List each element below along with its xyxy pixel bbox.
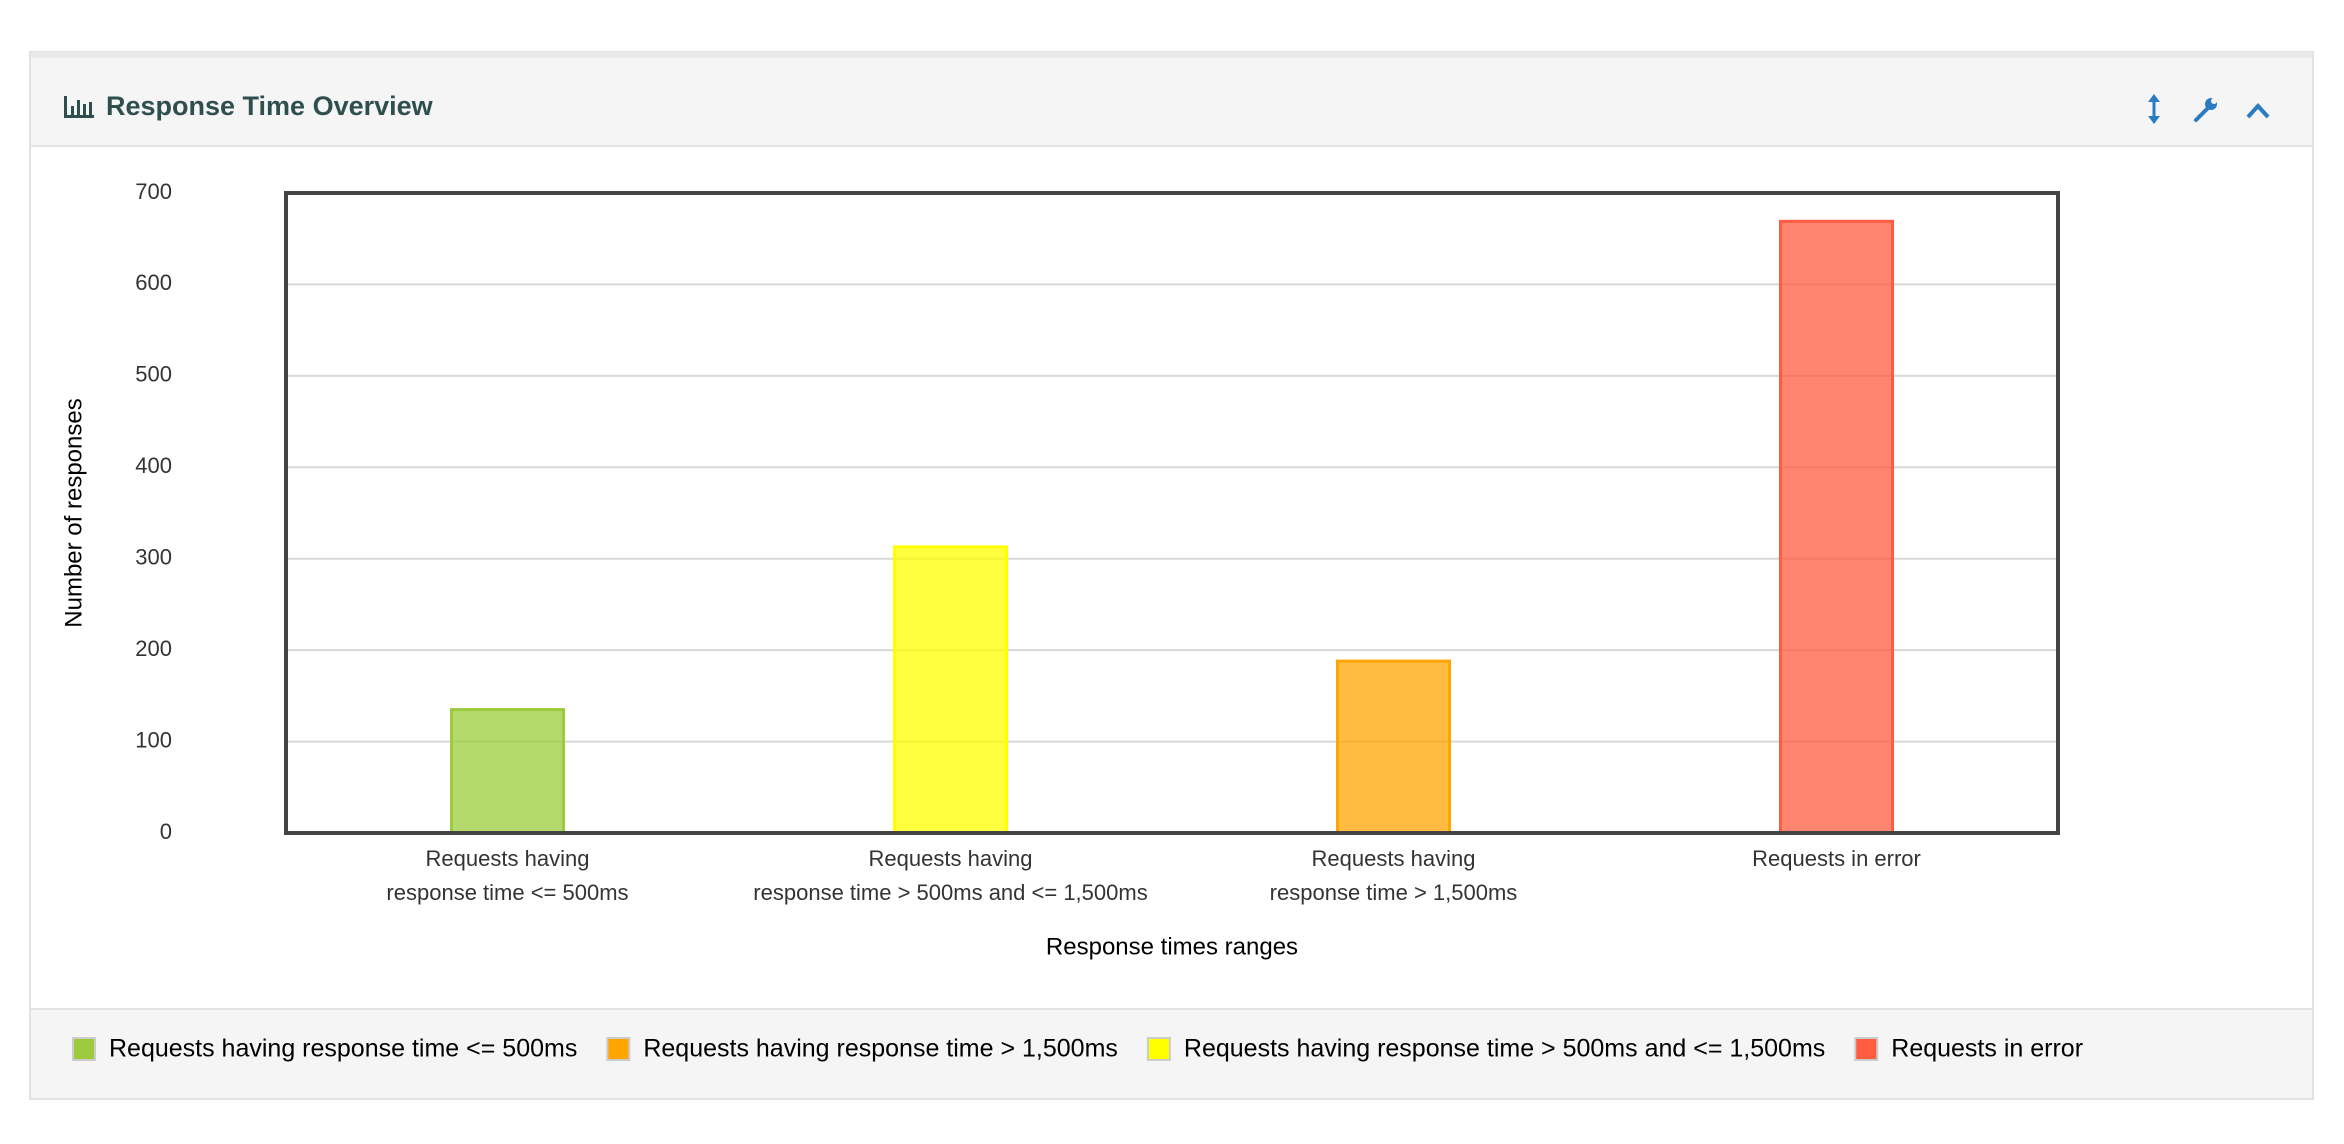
x-axis-label: Response times ranges bbox=[1046, 933, 1298, 960]
panel-header bbox=[31, 58, 2312, 146]
x-tick-label: Requests in error bbox=[1752, 846, 1921, 871]
legend-label: Requests in error bbox=[1891, 1035, 2083, 1063]
x-tick-label-line: Requests having bbox=[869, 846, 1033, 871]
legend-swatch bbox=[606, 1037, 631, 1061]
panel-title: Response Time Overview bbox=[106, 91, 434, 121]
x-tick-label-line: Requests in error bbox=[1752, 846, 1921, 871]
x-tick-label: Requests having response time > 1,500ms bbox=[1270, 846, 1518, 905]
y-tick-label: 100 bbox=[135, 727, 172, 752]
y-tick-label: 400 bbox=[135, 453, 172, 478]
resize-icon[interactable] bbox=[2148, 94, 2160, 124]
legend-label: Requests having response time > 500ms an… bbox=[1184, 1035, 1825, 1063]
legend-swatch bbox=[1146, 1037, 1171, 1061]
collapse-icon[interactable] bbox=[2246, 103, 2270, 119]
y-tick-label: 200 bbox=[135, 636, 172, 661]
x-tick-label: Requests having response time > 500ms and… bbox=[753, 846, 1147, 905]
y-axis-label: Number of responses bbox=[60, 398, 87, 627]
legend-area bbox=[31, 1009, 2312, 1098]
legend-label: Requests having response time > 1,500ms bbox=[643, 1035, 1118, 1063]
chart-icon bbox=[64, 96, 94, 118]
panel-frame bbox=[29, 51, 2314, 1100]
legend-label: Requests having response time <= 500ms bbox=[109, 1035, 577, 1063]
y-tick-label: 300 bbox=[135, 545, 172, 570]
x-tick-label-line: Requests having bbox=[426, 846, 590, 871]
legend-swatch bbox=[1854, 1037, 1879, 1061]
y-tick-label: 0 bbox=[160, 819, 172, 844]
x-tick-label-line: response time <= 500ms bbox=[386, 880, 628, 905]
bar bbox=[1336, 659, 1451, 835]
bar bbox=[450, 708, 565, 835]
y-tick-label: 600 bbox=[135, 270, 172, 295]
x-tick-label-line: response time > 500ms and <= 1,500ms bbox=[753, 880, 1147, 905]
plot-frame bbox=[284, 191, 2060, 835]
x-tick-label-line: Requests having bbox=[1312, 846, 1476, 871]
x-tick-label-line: response time > 1,500ms bbox=[1270, 880, 1518, 905]
x-tick-label: Requests having response time <= 500ms bbox=[386, 846, 628, 905]
panel-top bbox=[31, 52, 2312, 58]
bar bbox=[1779, 219, 1894, 835]
bar bbox=[893, 545, 1008, 835]
legend-swatch bbox=[72, 1037, 96, 1061]
y-tick-label: 500 bbox=[135, 362, 172, 387]
y-tick-label: 700 bbox=[135, 179, 172, 204]
settings-icon[interactable] bbox=[2194, 98, 2217, 122]
